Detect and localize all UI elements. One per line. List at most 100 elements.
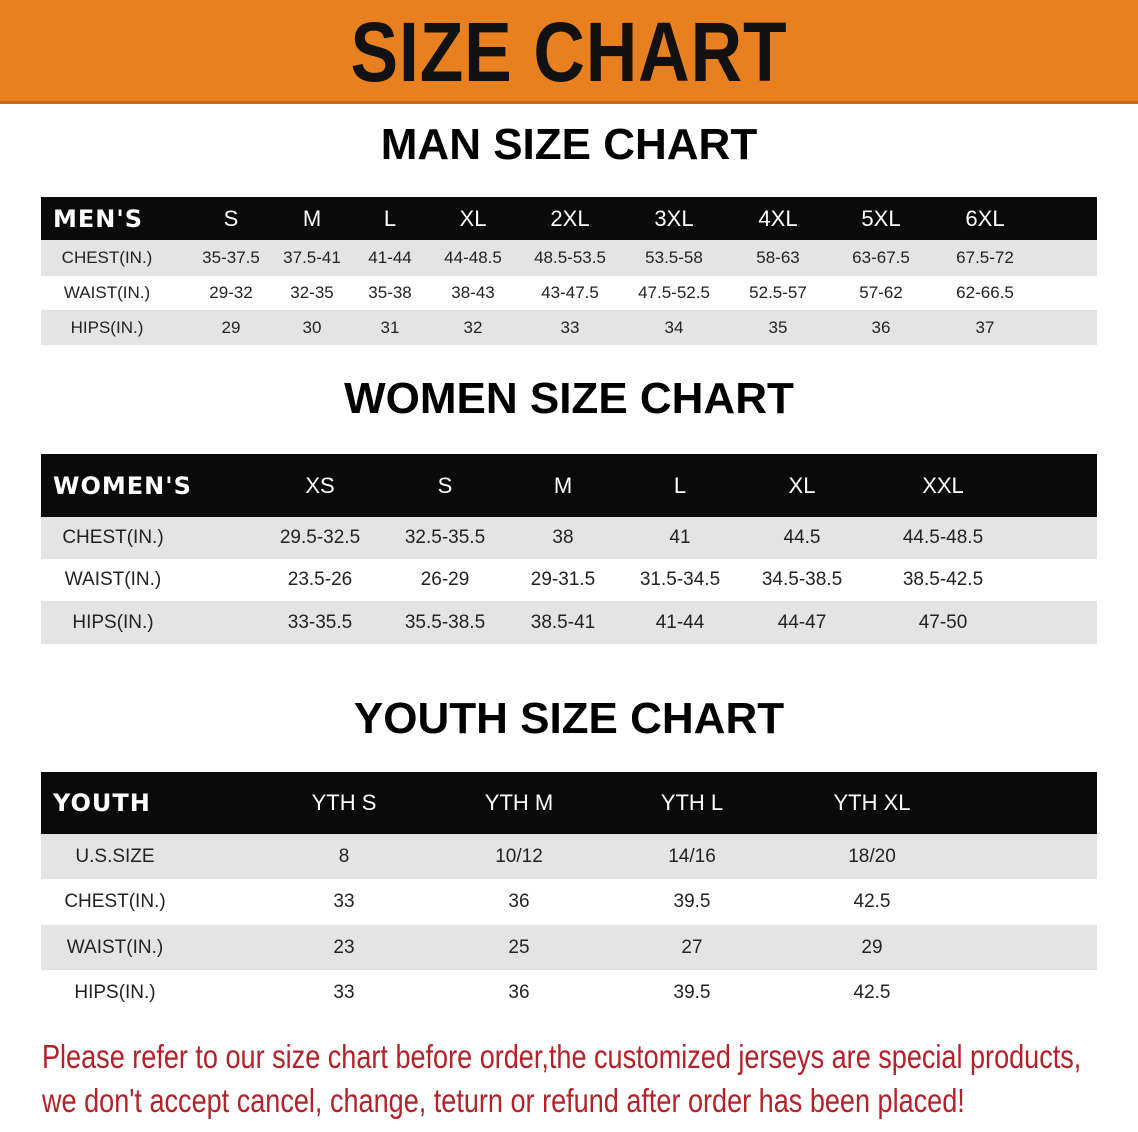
measurement-cell: 38	[552, 527, 574, 548]
measurement-cell: 47.5-52.5	[638, 283, 710, 302]
measurement-cell: 57-62	[859, 283, 903, 302]
size-header: XL	[459, 205, 487, 231]
notice-line-2: we don't accept cancel, change, teturn o…	[42, 1082, 965, 1119]
table-row: HIPS(IN.) 33-35.5 35.5-38.5 38.5-41 41-44 44-…	[41, 601, 1097, 644]
measurement-cell: 63-67.5	[852, 248, 910, 267]
youth-section-title: YOUTH SIZE CHART	[353, 694, 785, 743]
measurement-cell: 36	[508, 891, 530, 912]
measurement-cell: 32-35	[290, 283, 334, 302]
size-header: XL	[788, 472, 816, 498]
row-label: HIPS(IN.)	[74, 981, 156, 1003]
measurement-cell: 27	[681, 936, 703, 958]
table-row: CHEST(IN.) 29.5-32.5 32.5-35.5 38 41 44.5 44.5…	[41, 517, 1097, 559]
women-size-table: WOMEN'S XS S M L XL XXL CHEST(IN.) 29.5-32.5 32.5…	[41, 454, 1097, 644]
measurement-cell: 41-44	[368, 248, 412, 267]
measurement-cell: 10/12	[495, 845, 543, 867]
measurement-cell: 36	[871, 317, 891, 337]
measurement-cell: 38.5-42.5	[902, 569, 984, 590]
measurement-cell: 35.5-38.5	[404, 611, 486, 633]
measurement-cell: 44.5	[783, 527, 821, 548]
measurement-cell: 39.5	[673, 891, 711, 912]
size-header: 6XL	[965, 205, 1005, 231]
measurement-cell: 33	[560, 317, 580, 337]
size-header: 5XL	[861, 205, 901, 231]
measurement-cell: 37.5-41	[283, 248, 341, 267]
measurement-cell: 44-48.5	[444, 248, 502, 267]
size-header: M	[302, 205, 322, 231]
measurement-cell: 62-66.5	[956, 283, 1014, 302]
table-row: CHEST(IN.) 35-37.5 37.5-41 41-44 44-48.5 48.5…	[41, 240, 1097, 276]
size-header: XXL	[922, 472, 964, 498]
measurement-cell: 35-38	[368, 283, 412, 302]
youth-header-row: YOUTH YTH S YTH M YTH L YTH XL	[41, 772, 1097, 834]
size-header: S	[223, 205, 239, 231]
measurement-cell: 23.5-26	[287, 569, 353, 590]
size-header: 3XL	[654, 205, 694, 231]
row-label: CHEST(IN.)	[62, 527, 164, 548]
table-row: HIPS(IN.) 33 36 39.5 42.5	[41, 970, 1097, 1015]
size-header: YTH XL	[833, 790, 911, 815]
measurement-cell: 44.5-48.5	[902, 527, 984, 548]
size-header: XS	[305, 472, 335, 498]
measurement-cell: 35-37.5	[202, 248, 260, 267]
measurement-cell: 44-47	[777, 611, 827, 633]
measurement-cell: 33-35.5	[287, 611, 353, 633]
measurement-cell: 29-31.5	[530, 569, 596, 590]
youth-size-table: YOUTH YTH S YTH M YTH L YTH XL U.S.SIZE 8 10/12…	[41, 772, 1097, 1015]
measurement-cell: 43-47.5	[541, 283, 599, 302]
measurement-cell: 33	[333, 891, 355, 912]
size-header: YTH L	[660, 790, 724, 815]
youth-header-label: YOUTH	[53, 789, 151, 817]
women-header-label: WOMEN'S	[53, 471, 192, 500]
measurement-cell: 29	[861, 936, 883, 958]
measurement-cell: 26-29	[420, 569, 470, 590]
table-row: CHEST(IN.) 33 36 39.5 42.5	[41, 879, 1097, 925]
table-row: WAIST(IN.) 29-32 32-35 35-38 38-43 43-47.5 47.…	[41, 276, 1097, 310]
banner-title: SIZE CHART	[350, 5, 788, 99]
measurement-cell: 32.5-35.5	[404, 527, 486, 548]
measurement-cell: 37	[975, 317, 995, 337]
measurement-cell: 67.5-72	[956, 248, 1014, 267]
measurement-cell: 58-63	[756, 248, 800, 267]
measurement-cell: 23	[333, 936, 355, 958]
measurement-cell: 25	[508, 936, 530, 958]
measurement-cell: 14/16	[668, 845, 716, 867]
notice-line-1: Please refer to our size chart before or…	[42, 1038, 1082, 1075]
measurement-cell: 38.5-41	[530, 611, 596, 633]
measurement-cell: 53.5-58	[645, 248, 703, 267]
men-header-row: MEN'S S M L XL 2XL 3XL 4XL 5XL 6XL	[41, 197, 1097, 240]
size-header: S	[437, 472, 453, 498]
measurement-cell: 47-50	[918, 611, 968, 633]
size-header: M	[553, 472, 573, 498]
measurement-cell: 31	[380, 317, 400, 337]
men-section-title: MAN SIZE CHART	[380, 120, 758, 169]
men-size-table: MEN'S S M L XL 2XL 3XL 4XL 5XL 6XL CHEST(IN.) 35-37…	[41, 197, 1097, 345]
women-header-row: WOMEN'S XS S M L XL XXL	[41, 454, 1097, 517]
measurement-cell: 48.5-53.5	[534, 248, 606, 267]
measurement-cell: 35	[768, 317, 788, 337]
measurement-cell: 18/20	[848, 845, 896, 867]
banner: SIZE CHART	[0, 0, 1138, 104]
measurement-cell: 52.5-57	[749, 283, 807, 302]
row-label: CHEST(IN.)	[61, 248, 153, 267]
measurement-cell: 29	[221, 317, 241, 337]
measurement-cell: 38-43	[451, 283, 495, 302]
size-header: YTH M	[484, 790, 554, 815]
row-label: HIPS(IN.)	[70, 317, 144, 337]
measurement-cell: 30	[302, 317, 322, 337]
size-header: L	[383, 205, 397, 231]
women-section-title: WOMEN SIZE CHART	[344, 374, 794, 423]
measurement-cell: 34.5-38.5	[761, 569, 843, 590]
row-label: WAIST(IN.)	[64, 569, 162, 590]
row-label: HIPS(IN.)	[72, 611, 154, 633]
size-header: 4XL	[758, 205, 798, 231]
measurement-cell: 39.5	[673, 981, 711, 1003]
measurement-cell: 31.5-34.5	[639, 569, 721, 590]
men-header-label: MEN'S	[53, 204, 143, 233]
measurement-cell: 32	[463, 317, 483, 337]
measurement-cell: 41-44	[655, 611, 705, 633]
size-header: 2XL	[550, 205, 590, 231]
table-row: WAIST(IN.) 23.5-26 26-29 29-31.5 31.5-34.5 34…	[41, 559, 1097, 601]
measurement-cell: 42.5	[853, 891, 891, 912]
row-label: WAIST(IN.)	[66, 936, 164, 958]
